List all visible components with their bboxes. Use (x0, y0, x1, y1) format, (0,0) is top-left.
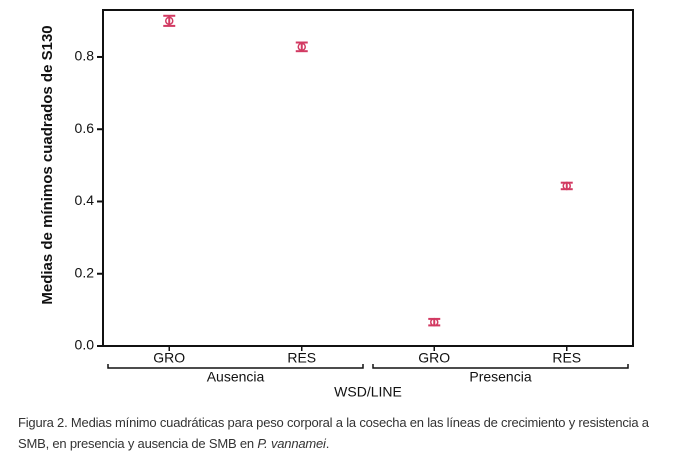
group-bracket (107, 364, 364, 369)
y-tick-label: 0.8 (75, 48, 95, 64)
y-tick-label: 0.6 (75, 120, 95, 136)
group-label: Ausencia (207, 369, 265, 385)
caption-text: . (325, 436, 330, 451)
group-bracket (372, 364, 629, 369)
x-tick-label: GRO (418, 350, 450, 366)
caption: Figura 2. Medias mínimo cuadráticas para… (18, 412, 682, 454)
group-label: Presencia (469, 369, 531, 385)
y-tick-label: 0.0 (75, 337, 95, 353)
point (562, 181, 571, 191)
point (430, 317, 439, 327)
point (297, 42, 306, 52)
caption-line: Figura 2. Medias mínimo cuadráticas para… (18, 415, 649, 430)
x-tick-label: RES (552, 350, 581, 366)
x-axis-label: WSD/LINE (334, 384, 402, 400)
plot-frame (102, 9, 634, 347)
caption-species: P. vannamei (257, 436, 326, 451)
y-tick-label: 0.4 (75, 192, 95, 208)
caption-text: SMB, en presencia y ausencia de SMB en (18, 436, 254, 451)
x-tick-label: RES (287, 350, 316, 366)
y-axis-label: Medias de mínimos cuadrados de S130 (39, 25, 56, 304)
point (165, 16, 174, 26)
caption-line: SMB, en presencia y ausencia de SMB en P… (18, 433, 682, 454)
chart: Medias de mínimos cuadrados de S130 WSD/… (39, 9, 634, 400)
y-tick-label: 0.2 (75, 264, 95, 280)
x-tick-label: GRO (153, 350, 185, 366)
